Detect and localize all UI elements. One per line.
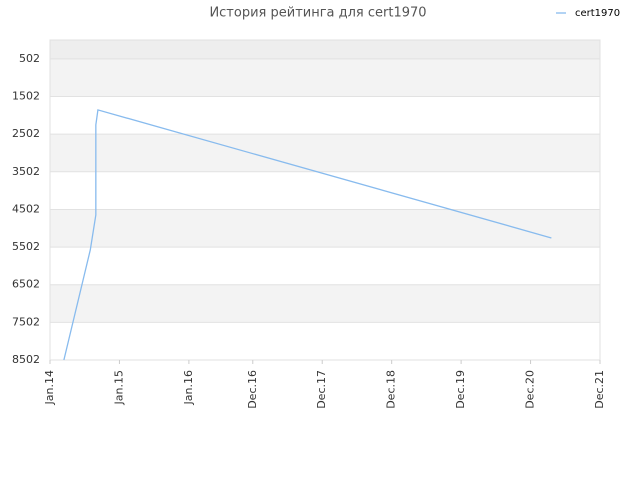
y-tick-label: 6502 [12, 278, 40, 291]
x-tick-label: Dec.16 [246, 370, 259, 409]
y-tick-label: 8502 [12, 353, 40, 366]
plot-band [50, 96, 600, 135]
y-tick-label: 4502 [12, 202, 40, 215]
x-tick-label: Jan.15 [112, 370, 125, 405]
plot-band [50, 322, 600, 360]
plot-band [50, 209, 600, 248]
line-series [63, 109, 552, 361]
x-tick-label: Dec.20 [524, 370, 537, 409]
x-tick-label: Dec.19 [454, 370, 467, 409]
x-tick-label: Jan.16 [182, 370, 195, 405]
x-tick-label: Dec.17 [315, 370, 328, 409]
y-tick-label: 3502 [12, 165, 40, 178]
x-tick-label: Dec.18 [385, 370, 398, 409]
x-tick-label: Jan.14 [43, 370, 56, 405]
y-tick-label: 5502 [12, 240, 40, 253]
y-tick-label: 2502 [12, 127, 40, 140]
chart-title: История рейтинга для cert1970 [209, 6, 426, 21]
plot-band [50, 40, 600, 59]
legend-label: cert1970 [575, 8, 620, 19]
plot-band [50, 247, 600, 285]
plot-band [50, 171, 600, 210]
y-tick-label: 7502 [12, 315, 40, 328]
plot-band [50, 284, 600, 323]
y-tick-label: 502 [19, 52, 40, 65]
y-tick-label: 1502 [12, 90, 40, 103]
plot-band [50, 58, 600, 97]
x-tick-label: Dec.21 [593, 370, 606, 409]
plot-band [50, 134, 600, 172]
